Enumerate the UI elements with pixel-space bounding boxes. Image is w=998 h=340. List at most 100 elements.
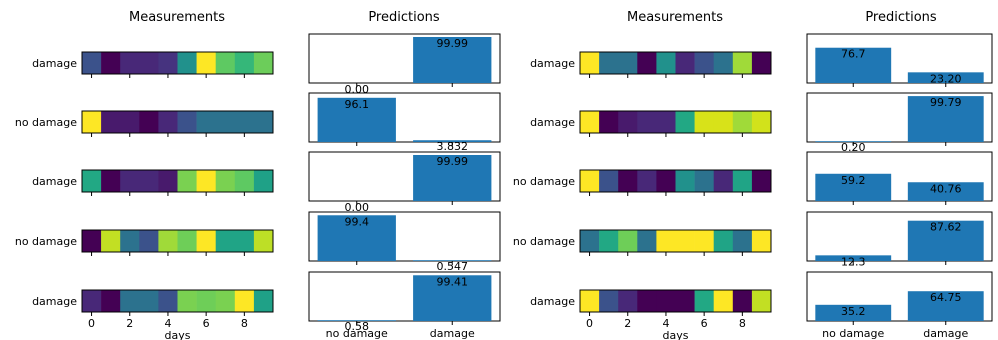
prediction-bar (907, 72, 984, 83)
heatmap-cell (101, 111, 121, 133)
heatmap-frame (579, 51, 772, 75)
heatmap-cell (637, 52, 657, 74)
prediction-bar (815, 255, 892, 261)
heatmap-cell (139, 290, 159, 312)
bar-value-label: 0.20 (841, 141, 866, 154)
prediction-bar (907, 291, 984, 321)
heatmap-cell (656, 170, 676, 192)
x-tick-label: 2 (624, 317, 631, 330)
prediction-bar (815, 173, 892, 201)
heatmap-cell (637, 170, 657, 192)
heatmap-cell (656, 52, 676, 74)
heatmap-cell (599, 111, 619, 133)
heatmap-cell (158, 170, 178, 192)
heatmap-cell (637, 290, 657, 312)
heatmap-frame (81, 289, 274, 313)
heatmap-cell (618, 170, 638, 192)
heatmap-cell (253, 230, 274, 252)
heatmap-frame (579, 229, 772, 253)
heatmap-cell (732, 52, 753, 74)
heatmap-cell (101, 52, 121, 74)
prediction-bar (907, 220, 984, 261)
bar-value-label: 99.79 (930, 96, 962, 109)
heatmap-cell (82, 230, 102, 252)
heatmap-cell (618, 52, 638, 74)
heatmap-cell (177, 111, 197, 133)
heatmap-cell (732, 290, 753, 312)
heatmap-cell (599, 230, 619, 252)
heatmap-cell (234, 111, 255, 133)
x-tick-label: 0 (88, 317, 95, 330)
category-label: no damage (822, 327, 884, 340)
bar-value-label: 76.7 (841, 48, 866, 61)
prediction-bar (413, 37, 492, 83)
bar-value-label: 23.20 (930, 72, 962, 85)
category-label: no damage (326, 327, 388, 340)
heatmap-cell (253, 170, 274, 192)
row-label: damage (530, 295, 575, 308)
panel-title: Predictions (368, 10, 440, 25)
prediction-bar (413, 140, 492, 142)
category-label: damage (430, 327, 475, 340)
heatmap-cell (120, 170, 140, 192)
heatmap-cell (215, 52, 236, 74)
heatmap-cell (580, 170, 600, 192)
heatmap-cell (234, 230, 255, 252)
prediction-bar (317, 215, 396, 261)
heatmap-cell (751, 52, 772, 74)
bar-value-label: 0.547 (437, 260, 469, 273)
heatmap-cell (177, 52, 197, 74)
heatmap-cell (177, 230, 197, 252)
row-label: damage (32, 295, 77, 308)
heatmap-cell (599, 52, 619, 74)
heatmap-cell (234, 52, 255, 74)
heatmap-cell (234, 170, 255, 192)
heatmap-cell (694, 52, 714, 74)
heatmap-cell (713, 230, 734, 252)
heatmap-cell (618, 230, 638, 252)
category-label: damage (923, 327, 968, 340)
prediction-bar (413, 260, 492, 261)
heatmap-frame (81, 169, 274, 193)
heatmap-cell (713, 290, 734, 312)
bar-value-label: 59.2 (841, 174, 866, 187)
heatmap-cell (751, 230, 772, 252)
heatmap-cell (120, 290, 140, 312)
heatmap-cell (580, 52, 600, 74)
heatmap-cell (196, 290, 216, 312)
heatmap-cell (101, 230, 121, 252)
prediction-bar (317, 97, 396, 142)
heatmap-cell (694, 170, 714, 192)
heatmap-cell (253, 52, 274, 74)
prediction-bar (413, 275, 492, 321)
prediction-bar (815, 304, 892, 321)
bar-value-label: 0.58 (345, 320, 370, 333)
prediction-bar (907, 96, 984, 142)
heatmap-cell (82, 290, 102, 312)
heatmap-cell (215, 290, 236, 312)
heatmap-cell (158, 52, 178, 74)
heatmap-cell (675, 290, 695, 312)
prediction-bar (907, 182, 984, 201)
heatmap-cell (732, 170, 753, 192)
heatmap-cell (675, 230, 695, 252)
heatmap-cell (675, 111, 695, 133)
heatmap-cell (177, 170, 197, 192)
heatmap-cell (215, 230, 236, 252)
heatmap-cell (732, 230, 753, 252)
bar-value-label: 0.00 (345, 201, 370, 214)
heatmap-cell (713, 170, 734, 192)
heatmap-cell (580, 111, 600, 133)
heatmap-cell (101, 290, 121, 312)
row-label: damage (530, 116, 575, 129)
x-tick-label: 8 (739, 317, 746, 330)
heatmap-cell (215, 111, 236, 133)
bar-value-label: 3.832 (437, 140, 469, 153)
heatmap-cell (713, 52, 734, 74)
heatmap-cell (713, 111, 734, 133)
row-label: no damage (513, 175, 575, 188)
heatmap-cell (656, 111, 676, 133)
row-label: no damage (15, 116, 77, 129)
heatmap-cell (196, 170, 216, 192)
